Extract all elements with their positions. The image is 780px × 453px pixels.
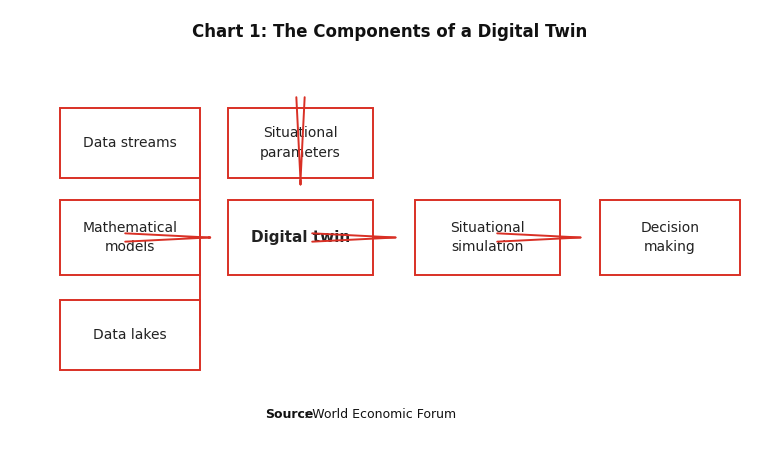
Bar (415, 200, 560, 275)
Bar (228, 200, 373, 275)
Text: Situational
parameters: Situational parameters (260, 126, 341, 160)
Bar (60, 108, 200, 178)
Text: Situational
simulation: Situational simulation (450, 221, 525, 254)
Text: Decision
making: Decision making (640, 221, 700, 254)
Text: Chart 1: The Components of a Digital Twin: Chart 1: The Components of a Digital Twi… (193, 23, 587, 41)
Text: Data lakes: Data lakes (93, 328, 167, 342)
Bar (60, 200, 200, 275)
Text: : World Economic Forum: : World Economic Forum (304, 409, 456, 421)
Text: Mathematical
models: Mathematical models (83, 221, 178, 254)
Text: Source: Source (265, 409, 314, 421)
Bar (600, 200, 740, 275)
Text: Digital twin: Digital twin (251, 230, 350, 245)
Bar (228, 108, 373, 178)
Text: Data streams: Data streams (83, 136, 177, 150)
Bar (60, 300, 200, 370)
